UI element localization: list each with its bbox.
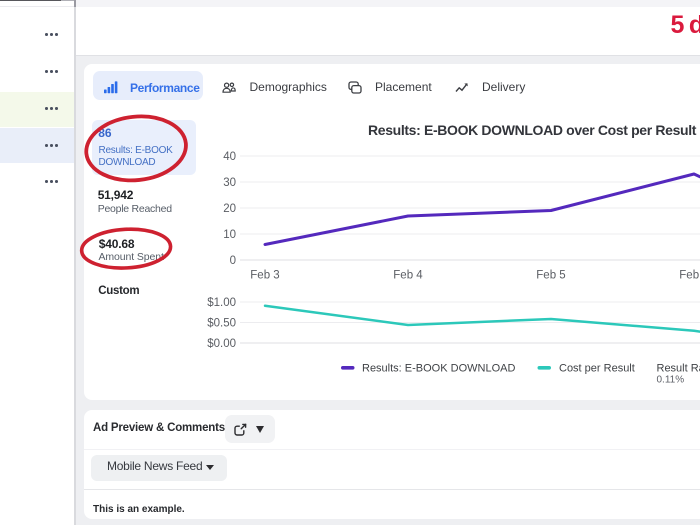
svg-text:Feb 6: Feb 6 xyxy=(679,270,700,282)
svg-text:Cost per Result: Cost per Result xyxy=(559,363,635,375)
svg-text:Result Rate: Result Rate xyxy=(657,363,700,375)
svg-text:0.11%: 0.11% xyxy=(657,375,685,386)
svg-text:$0.00: $0.00 xyxy=(207,338,236,350)
svg-text:Feb 4: Feb 4 xyxy=(393,270,423,282)
svg-text:Results: E-BOOK DOWNLOAD: Results: E-BOOK DOWNLOAD xyxy=(362,363,515,375)
svg-text:$1.00: $1.00 xyxy=(207,297,236,309)
svg-text:20: 20 xyxy=(223,203,236,215)
svg-text:$0.50: $0.50 xyxy=(207,317,236,329)
svg-text:Feb 3: Feb 3 xyxy=(250,270,279,282)
svg-text:10: 10 xyxy=(223,229,236,241)
svg-text:40: 40 xyxy=(223,151,236,163)
svg-text:0: 0 xyxy=(230,255,236,267)
svg-text:30: 30 xyxy=(223,177,236,189)
svg-text:Feb 5: Feb 5 xyxy=(536,270,565,282)
